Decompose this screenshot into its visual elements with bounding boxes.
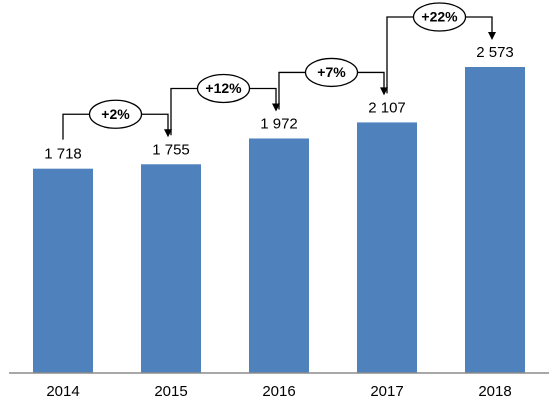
value-label: 1 755	[152, 141, 190, 158]
bar	[141, 164, 201, 373]
growth-label: +22%	[421, 9, 458, 25]
growth-bubble	[412, 2, 467, 32]
bar	[249, 138, 309, 373]
bar	[465, 67, 525, 373]
x-tick-label: 2016	[262, 383, 295, 400]
bar	[357, 122, 417, 373]
value-label: 1 718	[44, 146, 82, 163]
arrow-head	[272, 103, 280, 112]
x-tick-label: 2014	[46, 383, 79, 400]
arrow-head	[164, 129, 172, 138]
value-label: 1 972	[260, 115, 298, 132]
growth-bubble	[196, 73, 251, 104]
arrow-head	[488, 32, 496, 40]
growth-bubble	[88, 99, 143, 129]
growth-label: +12%	[205, 80, 242, 96]
arrow-head	[380, 87, 388, 96]
bar	[33, 168, 93, 373]
value-label: 2 107	[368, 99, 406, 116]
value-label: 2 573	[476, 44, 514, 61]
x-tick-label: 2017	[370, 383, 403, 400]
growth-label: +2%	[101, 106, 130, 122]
growth-bubble	[304, 57, 359, 88]
growth-label: +7%	[317, 64, 346, 80]
x-tick-label: 2018	[478, 383, 511, 400]
x-tick-label: 2015	[154, 383, 187, 400]
